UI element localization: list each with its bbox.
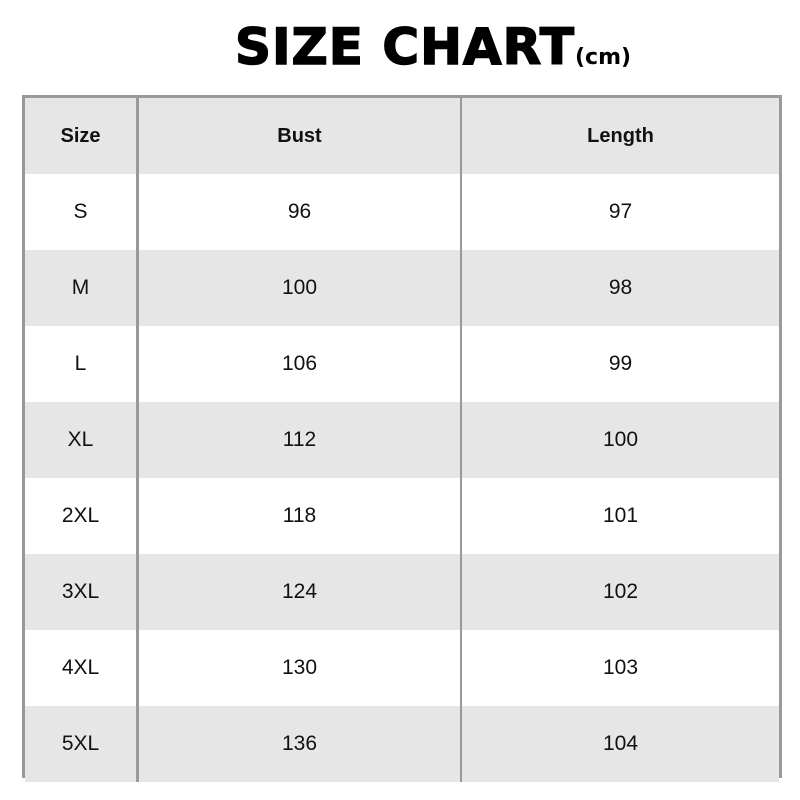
cell-size: 5XL: [25, 706, 139, 782]
cell-bust: 136: [139, 706, 462, 782]
table-row: 2XL 118 101: [25, 478, 779, 554]
cell-length: 101: [602, 504, 639, 527]
title-main: SIZE CHART: [234, 17, 575, 77]
table-row: 4XL 130 103: [25, 630, 779, 706]
cell-size: S: [25, 174, 139, 250]
cell-size: 3XL: [25, 554, 139, 630]
title-unit: (cm): [574, 45, 632, 70]
cell-size: XL: [25, 402, 139, 478]
page-title: SIZE CHART(cm): [0, 17, 800, 77]
cell-size: L: [25, 326, 139, 402]
cell-size: 4XL: [25, 630, 139, 706]
header-size: Size: [25, 98, 139, 174]
header-length: Length: [587, 124, 654, 147]
cell-bust: 100: [139, 250, 462, 326]
cell-bust: 130: [139, 630, 462, 706]
cell-length: 103: [602, 656, 639, 679]
cell-length: 100: [602, 428, 639, 451]
cell-bust: 96: [139, 174, 462, 250]
table-header-row: Size Bust Length: [25, 98, 779, 174]
table-row: M 100 98: [25, 250, 779, 326]
table-row: S 96 97: [25, 174, 779, 250]
cell-bust: 118: [139, 478, 462, 554]
cell-bust: 124: [139, 554, 462, 630]
cell-bust: 106: [139, 326, 462, 402]
cell-length: 104: [602, 732, 639, 755]
cell-length: 102: [602, 580, 639, 603]
cell-length: 97: [608, 200, 633, 223]
header-bust: Bust: [139, 98, 462, 174]
cell-size: M: [25, 250, 139, 326]
cell-length: 98: [608, 276, 633, 299]
cell-bust: 112: [139, 402, 462, 478]
table-row: L 106 99: [25, 326, 779, 402]
table-row: 5XL 136 104: [25, 706, 779, 782]
size-table: Size Bust Length S 96 97 M 100 98 L 106 99 XL 112 1…: [22, 95, 782, 782]
table-row: XL 112 100: [25, 402, 779, 478]
cell-length: 99: [608, 352, 633, 375]
cell-size: 2XL: [25, 478, 139, 554]
table-row: 3XL 124 102: [25, 554, 779, 630]
